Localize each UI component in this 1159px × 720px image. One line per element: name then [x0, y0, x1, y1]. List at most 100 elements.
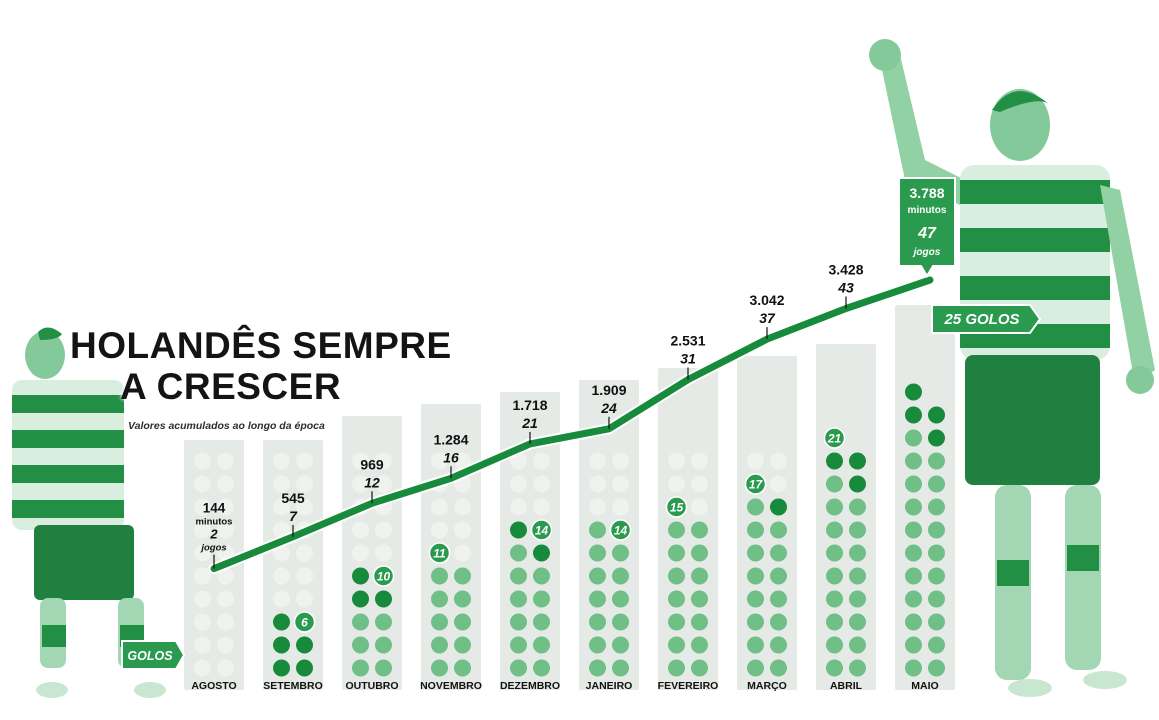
goal-count-badge	[744, 473, 767, 495]
goal-dot	[826, 544, 843, 562]
goal-dot	[431, 567, 448, 585]
month-label: OUTUBRO	[345, 680, 398, 692]
minutes-unit-label: minutos	[196, 517, 233, 528]
goal-dot	[352, 452, 369, 470]
goal-count-label: 6	[301, 616, 308, 630]
goal-dot	[826, 521, 843, 539]
goal-dot	[747, 567, 764, 585]
goal-dot	[668, 636, 685, 654]
goal-dot	[928, 567, 945, 585]
goal-dot	[589, 452, 606, 470]
title-line-1: HOLANDÊS SEMPRE	[70, 325, 452, 366]
goal-dot	[217, 475, 234, 493]
goal-dot	[352, 521, 369, 539]
month-labels: AGOSTO SETEMBRO OUTUBRO NOVEMBRO DEZEMBRO JAN…	[191, 680, 938, 692]
column-bg-9	[895, 305, 955, 690]
goal-dot	[194, 659, 211, 677]
goal-dot	[296, 475, 313, 493]
goal-dot	[826, 475, 843, 493]
goal-dot	[589, 544, 606, 562]
minutes-value: 1.718	[512, 397, 547, 413]
goal-dot	[849, 567, 866, 585]
goal-dot	[770, 636, 787, 654]
goal-dot	[905, 429, 922, 447]
column-bg-6	[658, 368, 718, 690]
goal-count-label: 14	[535, 524, 549, 538]
goals-legend-flag	[121, 640, 186, 670]
goal-dot	[905, 475, 922, 493]
goal-dot	[612, 659, 629, 677]
goal-dot	[352, 636, 369, 654]
goal-dot	[612, 636, 629, 654]
goal-dot	[747, 613, 764, 631]
month-label: JANEIRO	[586, 680, 633, 692]
goal-dot	[905, 567, 922, 585]
goal-dot	[352, 659, 369, 677]
final-total-box	[898, 177, 956, 278]
goal-dot	[217, 498, 234, 516]
goal-dot	[589, 613, 606, 631]
goal-dot	[747, 659, 764, 677]
goal-dot	[849, 498, 866, 516]
goal-dot	[691, 521, 708, 539]
goal-count-badge	[609, 519, 632, 541]
final-games-unit: jogos	[912, 247, 941, 258]
goal-dot	[375, 613, 392, 631]
goal-dot	[431, 659, 448, 677]
goal-dot	[826, 659, 843, 677]
goal-dot	[375, 636, 392, 654]
goal-dot-grids: 6 10 11 14 14 15 17 21	[194, 383, 945, 677]
goal-dot	[273, 475, 290, 493]
goal-dot	[905, 613, 922, 631]
goal-dot	[533, 544, 550, 562]
goal-dot	[668, 475, 685, 493]
goal-dot	[194, 613, 211, 631]
goal-dot	[668, 544, 685, 562]
goal-dot	[194, 498, 211, 516]
goal-dot	[375, 544, 392, 562]
goal-dot	[928, 636, 945, 654]
goal-dot	[296, 498, 313, 516]
goal-dot	[928, 659, 945, 677]
goal-dot	[612, 590, 629, 608]
games-value: 16	[443, 449, 459, 465]
goal-dot	[905, 452, 922, 470]
minutes-line	[210, 276, 934, 573]
minutes-value: 2.531	[670, 333, 705, 349]
goal-dot	[770, 613, 787, 631]
goal-dot	[510, 521, 527, 539]
title-line-2: A CRESCER	[120, 366, 342, 407]
goal-count-badge	[665, 496, 688, 518]
goal-dot	[691, 659, 708, 677]
goal-dot	[296, 590, 313, 608]
games-value: 37	[759, 310, 776, 326]
goal-dot	[431, 590, 448, 608]
goal-dot	[849, 521, 866, 539]
goal-dot	[273, 567, 290, 585]
games-value: 12	[364, 474, 380, 490]
month-label: AGOSTO	[191, 680, 236, 692]
goal-dot	[273, 636, 290, 654]
goal-dot	[905, 636, 922, 654]
goals-legend-label: GOLOS	[127, 649, 173, 663]
goal-dot	[849, 475, 866, 493]
goal-dot	[928, 590, 945, 608]
goal-dot	[454, 544, 471, 562]
goal-dot	[510, 636, 527, 654]
goal-dot	[194, 452, 211, 470]
goal-dot	[510, 590, 527, 608]
goal-dot	[194, 590, 211, 608]
goal-dot	[217, 613, 234, 631]
goal-dot	[826, 636, 843, 654]
goal-dot	[217, 659, 234, 677]
goal-dot	[928, 475, 945, 493]
games-value: 2	[209, 527, 218, 542]
goal-dot	[826, 452, 843, 470]
final-minutes-unit: minutos	[908, 205, 947, 216]
goal-dot	[454, 521, 471, 539]
goal-dot	[905, 383, 922, 401]
goal-count-badge	[823, 427, 846, 449]
goal-dot	[454, 498, 471, 516]
goal-dot	[612, 544, 629, 562]
